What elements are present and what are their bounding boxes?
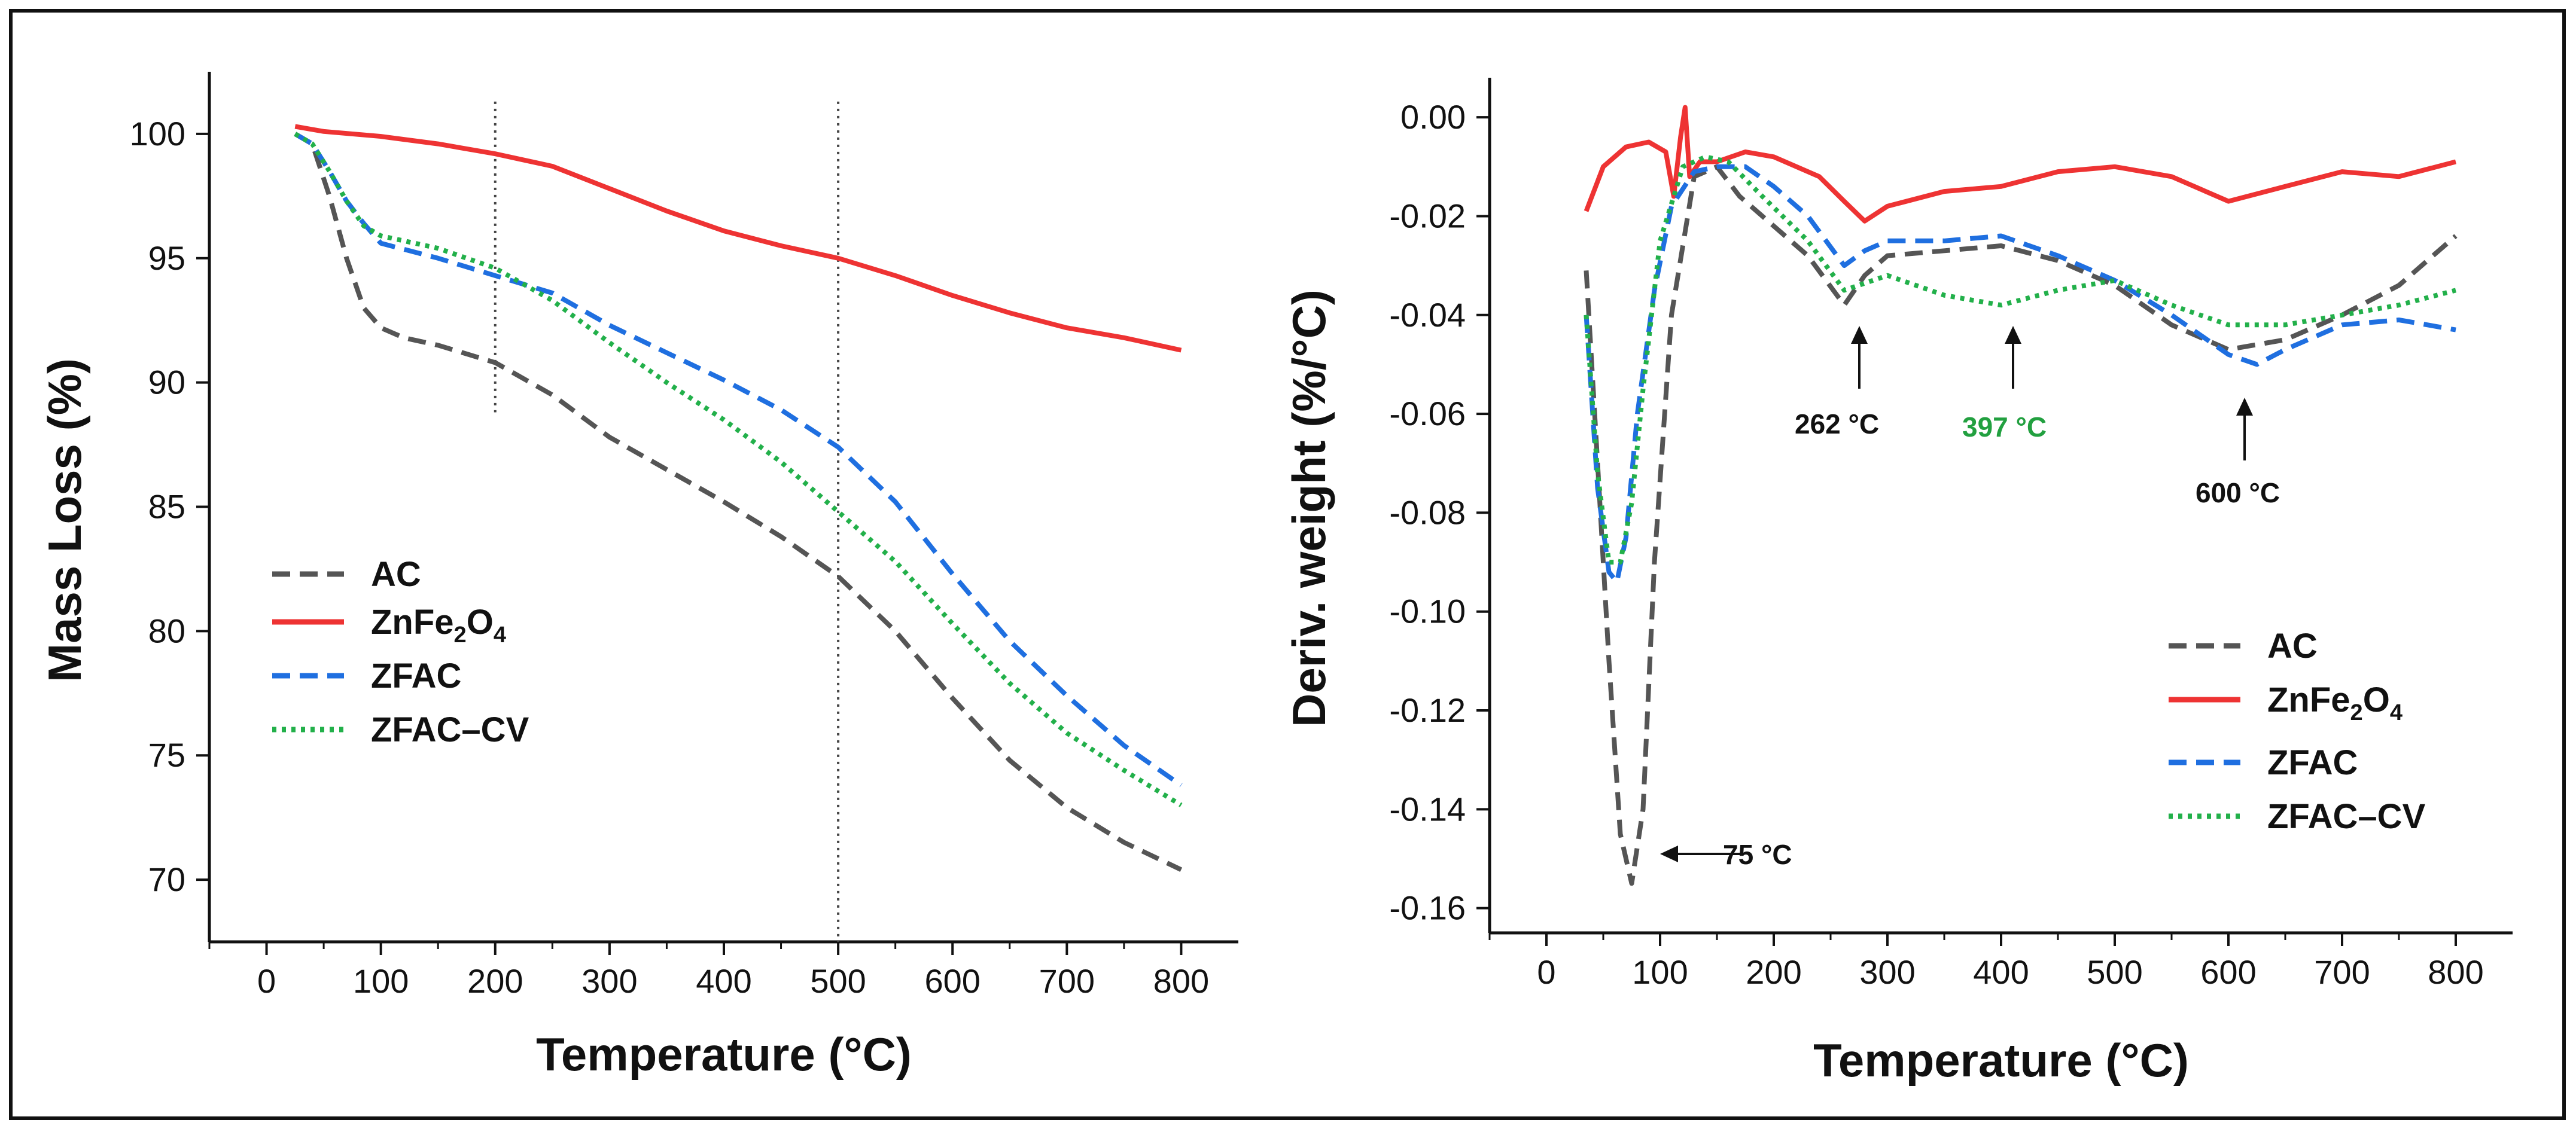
- annotation-397c-label: 397 °C: [1962, 411, 2047, 443]
- right-y-axis-label: Deriv. weight (%/°C): [1283, 289, 1335, 727]
- legend-label-zfac-cv: ZFAC–CV: [2267, 797, 2426, 836]
- legend-label-znfe2o4: ZnFe2O4: [2267, 681, 2403, 725]
- left-y-tick-label: 70: [148, 861, 185, 898]
- annotation-600c-label: 600 °C: [2196, 477, 2280, 508]
- legend-label-zfac: ZFAC: [2267, 743, 2358, 782]
- right-series-zfac-cv: [1584, 154, 2457, 565]
- left-x-tick-label: 300: [581, 962, 637, 1000]
- right-series-zfac: [1584, 164, 2456, 585]
- left-y-tick-label: 80: [148, 612, 185, 649]
- left-y-axis-label: Mass Loss (%): [38, 358, 91, 682]
- left-series-ac: [294, 132, 1183, 872]
- left-x-tick-label: 800: [1153, 962, 1209, 1000]
- left-x-tick-label: 600: [925, 962, 981, 1000]
- right-x-tick-label: 0: [1537, 953, 1555, 991]
- right-y-tick-label: -0.04: [1389, 296, 1466, 334]
- right-x-axis-label: Temperature (°C): [1813, 1034, 2189, 1087]
- right-y-tick-label: -0.16: [1389, 889, 1466, 927]
- left-y-tick-label: 75: [148, 736, 185, 774]
- left-x-tick-label: 700: [1039, 962, 1095, 1000]
- left-x-tick-label: 500: [810, 962, 866, 1000]
- right-y-tick-label: -0.10: [1389, 593, 1466, 630]
- right-y-tick-label: -0.02: [1389, 197, 1466, 234]
- right-x-tick-label: 400: [1973, 953, 2029, 991]
- legend-label-ac: AC: [2267, 627, 2318, 666]
- legend-label-zfac-cv: ZFAC–CV: [371, 710, 529, 749]
- left-y-tick-label: 95: [148, 239, 185, 277]
- left-y-tick-label: 100: [130, 115, 185, 152]
- annotation-600c: 600 °C: [2196, 398, 2280, 508]
- legend-label-zfac: ZFAC: [371, 657, 461, 695]
- right-y-tick-label: -0.14: [1389, 790, 1466, 828]
- annotation-262c-label: 262 °C: [1795, 408, 1879, 440]
- left-x-tick-label: 400: [696, 962, 751, 1000]
- annotation-75c-arrowhead: [1660, 846, 1678, 862]
- right-y-tick-label: -0.06: [1389, 395, 1466, 432]
- right-x-tick-label: 100: [1632, 953, 1688, 991]
- right-x-tick-label: 200: [1746, 953, 1801, 991]
- legend-label-znfe2o4: ZnFe2O4: [371, 603, 506, 648]
- annotation-75c: 75 °C: [1660, 839, 1792, 870]
- left-y-tick-label: 85: [148, 488, 185, 526]
- left-x-tick-label: 0: [257, 962, 276, 1000]
- annotation-262c-arrowhead: [1851, 326, 1868, 344]
- annotation-397c-arrowhead: [2005, 326, 2021, 344]
- derivative-weight-panel: 0 100 200 300 400 500 600 700 800 0.00 -0.02 -0.04 -…: [1283, 78, 2513, 1087]
- right-y-tick-label: -0.08: [1389, 493, 1466, 531]
- right-x-tick-label: 800: [2428, 953, 2483, 991]
- right-x-tick-label: 300: [1859, 953, 1915, 991]
- annotation-600c-arrowhead: [2236, 398, 2253, 416]
- annotation-397c: 397 °C: [1962, 326, 2047, 443]
- left-series-zfac: [294, 132, 1183, 788]
- annotation-75c-label: 75 °C: [1723, 839, 1792, 870]
- left-legend: AC ZnFe2O4 ZFAC ZFAC–CV: [272, 555, 529, 749]
- left-x-tick-label: 200: [467, 962, 523, 1000]
- left-series-znfe2o4: [294, 124, 1182, 353]
- left-x-tick-label: 100: [353, 962, 409, 1000]
- annotation-262c: 262 °C: [1795, 326, 1879, 440]
- right-series-znfe2o4: [1584, 105, 2457, 224]
- right-y-tick-label: -0.12: [1389, 691, 1466, 729]
- right-x-tick-label: 600: [2200, 953, 2256, 991]
- right-x-tick-label: 700: [2314, 953, 2370, 991]
- right-y-tick-label: 0.00: [1400, 98, 1466, 136]
- left-x-axis-label: Temperature (°C): [536, 1028, 912, 1081]
- mass-loss-panel: 0 100 200 300 400 500 600 700 800 70 75 80 85 90 95 100…: [38, 72, 1238, 1081]
- right-x-tick-label: 500: [2087, 953, 2142, 991]
- left-y-tick-label: 90: [148, 364, 185, 401]
- legend-label-ac: AC: [371, 555, 421, 594]
- right-legend: AC ZnFe2O4 ZFAC ZFAC–CV: [2169, 627, 2426, 836]
